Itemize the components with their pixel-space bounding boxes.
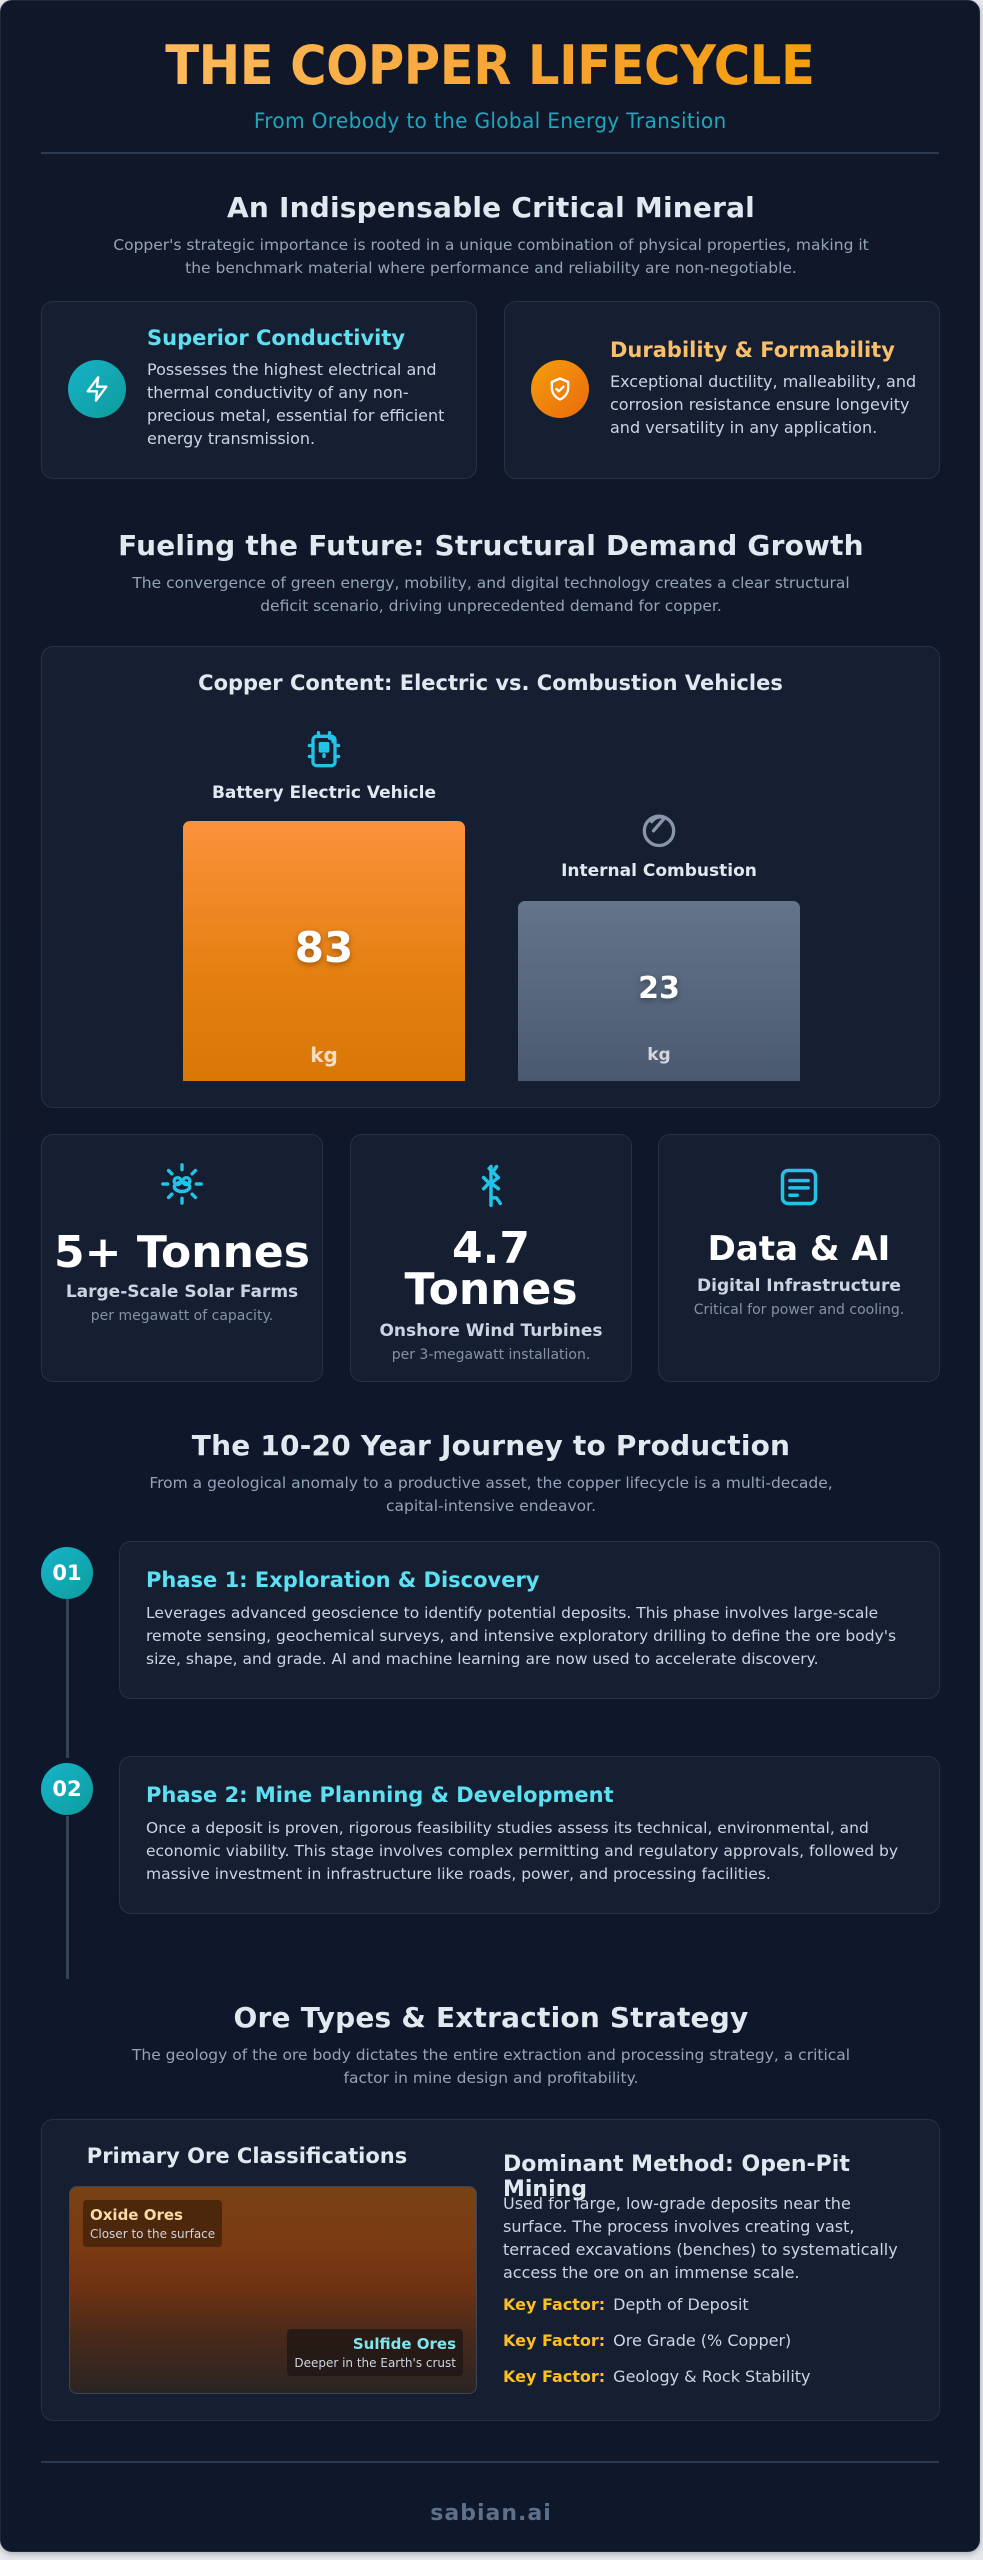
footer-brand: sabian.ai	[430, 2501, 552, 2526]
timeline-line	[66, 1816, 69, 1979]
stat-note: per megawatt of capacity.	[90, 1308, 274, 1324]
stat-value-line2: Tonnes	[404, 1264, 578, 1315]
chart-column-ice: Internal Combustion	[518, 807, 800, 881]
document-lines-icon	[777, 1165, 821, 1213]
stat-label: Large-Scale Solar Farms	[65, 1282, 299, 1302]
stat-card-solar: 5+ Tonnes Large-Scale Solar Farms per me…	[41, 1134, 323, 1382]
lightning-bolt-icon	[68, 360, 126, 418]
section-title: The 10-20 Year Journey to Production	[191, 1429, 791, 1462]
bar-value: 83	[294, 923, 354, 972]
page-title: THE COPPER LIFECYCLE	[165, 34, 815, 97]
ore-classifications-title: Primary Ore Classifications	[86, 2144, 408, 2168]
ore-tag-desc: Closer to the surface	[90, 2227, 216, 2241]
method-body: Used for large, low-grade deposits near …	[503, 2194, 898, 2282]
chart-column-ev: Battery Electric Vehicle	[183, 729, 465, 803]
stat-label: Onshore Wind Turbines	[379, 1321, 603, 1341]
chart-bar-ev: 83 kg	[183, 821, 465, 1081]
section-description: The convergence of green energy, mobilit…	[132, 574, 850, 615]
stat-value: 5+ Tonnes	[54, 1227, 310, 1278]
section-description: The geology of the ore body dictates the…	[131, 2046, 851, 2087]
ev-charger-icon	[183, 729, 465, 775]
page-subtitle: From Orebody to the Global Energy Transi…	[253, 109, 727, 133]
ore-tag-desc: Deeper in the Earth's crust	[294, 2356, 456, 2370]
section-title: An Indispensable Critical Mineral	[227, 191, 755, 224]
chart-title: Copper Content: Electric vs. Combustion …	[198, 671, 783, 695]
gauge-icon	[518, 807, 800, 855]
factor-value: Geology & Rock Stability	[613, 2367, 811, 2386]
section-journey: The 10-20 Year Journey to Production Fro…	[1, 1429, 979, 1518]
property-title: Superior Conductivity	[147, 326, 406, 350]
ore-tag-name: Sulfide Ores	[352, 2335, 456, 2353]
wind-turbine-icon	[468, 1161, 514, 1213]
ore-card: Primary Ore Classifications Oxide Ores C…	[41, 2119, 940, 2421]
sulfide-ores-tag: Sulfide Ores Deeper in the Earth's crust	[287, 2329, 463, 2376]
bar-unit: kg	[647, 1045, 671, 1065]
factor-value: Ore Grade (% Copper)	[613, 2331, 792, 2350]
phase-body: Leverages advanced geoscience to identif…	[146, 1604, 897, 1668]
section-critical-mineral: An Indispensable Critical Mineral Copper…	[1, 191, 979, 280]
section-description: From a geological anomaly to a productiv…	[149, 1474, 833, 1515]
section-ore: Ore Types & Extraction Strategy The geol…	[1, 2001, 979, 2090]
bar-label: Internal Combustion	[561, 861, 757, 881]
phase-badge-01: 01	[41, 1547, 93, 1599]
bar-value: 23	[638, 971, 680, 1006]
section-title: Ore Types & Extraction Strategy	[233, 2001, 749, 2034]
property-body: Exceptional ductility, malleability, and…	[610, 372, 917, 437]
header: THE COPPER LIFECYCLE From Orebody to the…	[1, 1, 979, 134]
shield-check-icon	[531, 360, 589, 418]
stat-card-data-ai: Data & AI Digital Infrastructure Critica…	[658, 1134, 940, 1382]
stat-value: Data & AI	[707, 1229, 891, 1269]
section-demand: Fueling the Future: Structural Demand Gr…	[1, 529, 979, 618]
section-title: Fueling the Future: Structural Demand Gr…	[118, 529, 864, 562]
ore-depth-visual: Oxide Ores Closer to the surface Sulfide…	[69, 2186, 477, 2394]
phase-title: Phase 2: Mine Planning & Development	[146, 1783, 614, 1807]
ore-tag-name: Oxide Ores	[90, 2206, 183, 2224]
stat-note: Critical for power and cooling.	[693, 1302, 905, 1318]
footer-divider	[41, 2461, 939, 2463]
stat-label: Digital Infrastructure	[697, 1276, 901, 1296]
key-factor-grade: Key Factor: Ore Grade (% Copper)	[503, 2331, 791, 2350]
key-factor-depth: Key Factor: Depth of Deposit	[503, 2295, 749, 2314]
phase-card-1: Phase 1: Exploration & Discovery Leverag…	[119, 1541, 940, 1699]
factor-key: Key Factor:	[503, 2331, 606, 2350]
phase-title: Phase 1: Exploration & Discovery	[146, 1568, 540, 1592]
chart-card: Copper Content: Electric vs. Combustion …	[41, 646, 940, 1108]
chart-bar-ice: 23 kg	[518, 901, 800, 1081]
property-card-conductivity: Superior Conductivity Possesses the high…	[41, 301, 477, 479]
stat-note: per 3-megawatt installation.	[391, 1347, 591, 1363]
bar-label: Battery Electric Vehicle	[211, 783, 437, 803]
oxide-ores-tag: Oxide Ores Closer to the surface	[83, 2200, 223, 2247]
section-description: Copper's strategic importance is rooted …	[113, 236, 869, 277]
timeline-line	[66, 1598, 69, 1758]
method-title: Dominant Method: Open-Pit Mining	[503, 2152, 850, 2202]
property-body: Possesses the highest electrical and the…	[147, 360, 445, 448]
factor-key: Key Factor:	[503, 2295, 606, 2314]
bar-unit: kg	[310, 1043, 338, 1067]
solar-sun-icon	[159, 1161, 205, 1211]
phase-badge-02: 02	[41, 1763, 93, 1815]
stat-card-wind: 4.7 Tonnes Onshore Wind Turbines per 3-m…	[350, 1134, 632, 1382]
header-divider	[41, 152, 939, 154]
stat-value-line1: 4.7	[452, 1223, 530, 1274]
factor-key: Key Factor:	[503, 2367, 606, 2386]
property-card-durability: Durability & Formability Exceptional duc…	[504, 301, 940, 479]
property-title: Durability & Formability	[610, 338, 895, 362]
key-factor-geology: Key Factor: Geology & Rock Stability	[503, 2367, 811, 2386]
phase-body: Once a deposit is proven, rigorous feasi…	[146, 1819, 899, 1883]
phase-card-2: Phase 2: Mine Planning & Development Onc…	[119, 1756, 940, 1914]
factor-value: Depth of Deposit	[613, 2295, 749, 2314]
